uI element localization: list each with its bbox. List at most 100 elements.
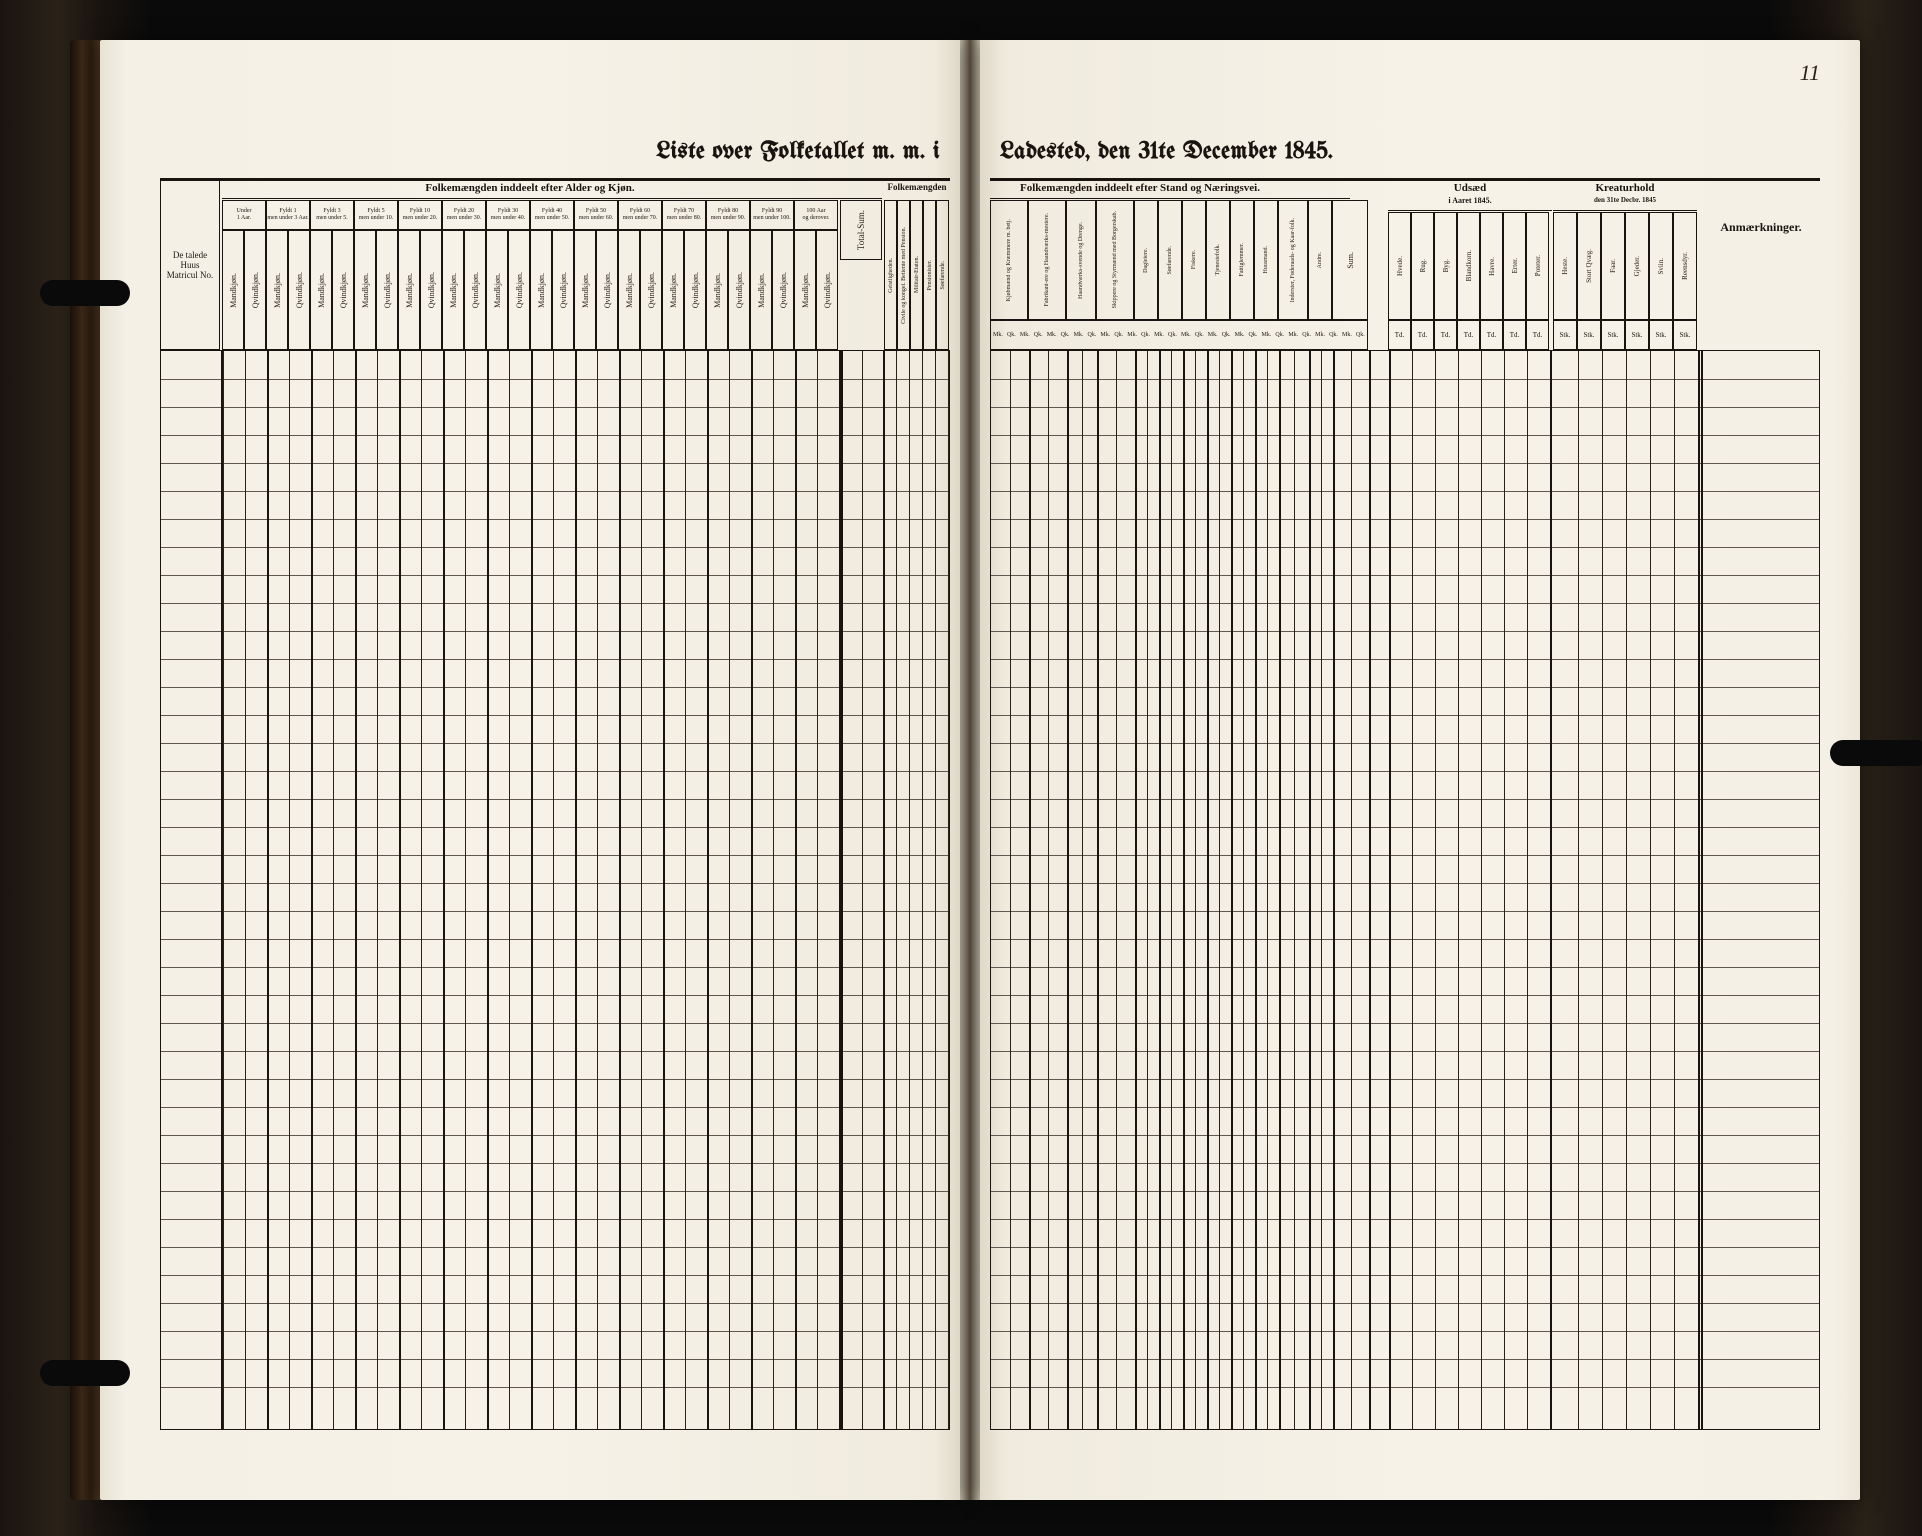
occupation-header: Huusmand. [1254, 200, 1278, 320]
unit-label: Td. [1457, 320, 1480, 350]
grid-vline [795, 351, 797, 1429]
gender-header: Qvindkjøn. [772, 230, 794, 350]
gender-header: Qvindkjøn. [728, 230, 750, 350]
unit-label: Stk. [1553, 320, 1577, 350]
matricul-label: De talede Huus Matricul No. [165, 250, 215, 280]
table-grid-right [990, 350, 1820, 1430]
grid-vline [223, 351, 224, 1429]
occupation-header: Dagleiere. [1134, 200, 1158, 320]
grid-vline [817, 351, 818, 1429]
age-group-header: Fyldt 10men under 20. [398, 200, 442, 230]
grid-vline [597, 351, 598, 1429]
scanner-clip [40, 1360, 130, 1386]
grid-vline [575, 351, 577, 1429]
udsaed-label: Udsæd [1454, 182, 1486, 194]
page-title-left: Liste over Folketallet m. m. i [656, 140, 940, 165]
grid-hline [161, 687, 949, 688]
kreatur-header: Kreaturhold [1555, 182, 1695, 194]
gender-header: Mandkjøn. [706, 230, 728, 350]
grid-hline [161, 827, 949, 828]
grid-hline [161, 1219, 949, 1220]
grid-hline [161, 1079, 949, 1080]
grid-vline [841, 351, 843, 1429]
kreatur-label: Kreaturhold [1595, 182, 1654, 194]
udsaed-header: Udsæd [1390, 182, 1550, 194]
occupation-header: Søefarende. [936, 200, 949, 350]
unit-label: Stk. [1577, 320, 1601, 350]
grid-vline [1412, 351, 1413, 1429]
gender-header: Qvindkjøn. [332, 230, 354, 350]
grid-vline [1674, 351, 1675, 1429]
udsaed-col-header: Hvede. [1388, 212, 1411, 320]
grid-vline [909, 351, 910, 1429]
udsaed-col-header: Havre. [1480, 212, 1503, 320]
grid-vline [1626, 351, 1627, 1429]
mk-qk-row: Mk.Qk.Mk.Qk.Mk.Qk.Mk.Qk.Mk.Qk.Mk.Qk.Mk.Q… [990, 320, 1368, 350]
grid-hline [161, 1359, 949, 1360]
grid-vline [1097, 351, 1099, 1429]
udsaed-col-header: Rug. [1411, 212, 1434, 320]
grid-hline [161, 379, 949, 380]
gender-header: Qvindkjøn. [552, 230, 574, 350]
grid-vline [1267, 351, 1268, 1429]
udsaed-col-header: Blandkorn. [1457, 212, 1480, 320]
grid-hline [161, 463, 949, 464]
rule [1388, 210, 1552, 211]
grid-hline [161, 1163, 949, 1164]
grid-vline [553, 351, 554, 1429]
kreatur-col-header: Gjeder. [1625, 212, 1649, 320]
grid-vline [773, 351, 774, 1429]
occupation-header: Haandværks-svende og Drenge. [1066, 200, 1096, 320]
gender-header: Mandkjøn. [486, 230, 508, 350]
grid-hline [161, 939, 949, 940]
gender-header: Qvindkjøn. [816, 230, 838, 350]
grid-vline [1389, 351, 1391, 1429]
matricul-header: De talede Huus Matricul No. [160, 180, 220, 350]
grid-vline [1279, 351, 1281, 1429]
grid-vline [509, 351, 510, 1429]
grid-hline [161, 883, 949, 884]
section-header-stand: Folkemængden inddeelt efter Stand og Nær… [990, 182, 1290, 194]
kreatur-col-header: Stort Qvæg. [1577, 212, 1601, 320]
gender-header: Qvindkjøn. [244, 230, 266, 350]
grid-vline [399, 351, 401, 1429]
grid-hline [161, 435, 949, 436]
grid-vline [465, 351, 466, 1429]
gender-header: Mandkjøn. [222, 230, 244, 350]
kreatur-col-header: Sviin. [1649, 212, 1673, 320]
grid-vline [333, 351, 334, 1429]
grid-vline [663, 351, 665, 1429]
grid-vline [1321, 351, 1322, 1429]
grid-vline [1333, 351, 1335, 1429]
grid-hline [161, 799, 949, 800]
age-group-header: Fyldt 60men under 70. [618, 200, 662, 230]
gender-header: Mandkjøn. [310, 230, 332, 350]
occupation-header: Andre. [1308, 200, 1332, 320]
grid-vline [1159, 351, 1161, 1429]
grid-hline [161, 1135, 949, 1136]
grid-hline [161, 631, 949, 632]
udsaed-col-header: Byg. [1434, 212, 1457, 320]
grid-vline [1029, 351, 1031, 1429]
grid-vline [289, 351, 290, 1429]
grid-hline [161, 1023, 949, 1024]
occupation-header: Kjøbmænd og Kræmmere m. betj. [990, 200, 1028, 320]
gender-header: Mandkjøn. [266, 230, 288, 350]
gender-header: Mandkjøn. [530, 230, 552, 350]
grid-vline [487, 351, 489, 1429]
grid-hline [161, 911, 949, 912]
gender-header: Qvindkjøn. [640, 230, 662, 350]
grid-hline [161, 603, 949, 604]
grid-vline [1010, 351, 1011, 1429]
grid-vline [1135, 351, 1137, 1429]
kreatur-date: den 31te Decbr. 1845 [1555, 196, 1695, 204]
grid-vline [1458, 351, 1459, 1429]
occupation-header: Fattiglemmer. [1230, 200, 1254, 320]
unit-label: Td. [1526, 320, 1549, 350]
unit-label: Td. [1480, 320, 1503, 350]
occupation-header: Civile og kongel. Betiente med Pension. [897, 200, 910, 350]
left-page: Liste over Folketallet m. m. i De talede… [100, 40, 960, 1500]
grid-vline [707, 351, 709, 1429]
grid-vline [1048, 351, 1049, 1429]
age-group-header: Fyldt 20men under 30. [442, 200, 486, 230]
